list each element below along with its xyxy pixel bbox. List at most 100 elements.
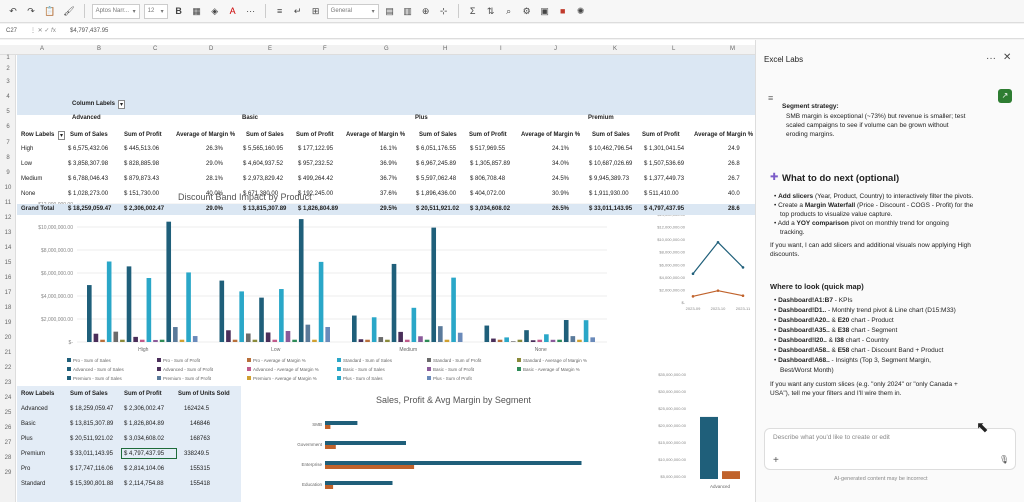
table-cell[interactable]: $ 33,011,143.95 bbox=[589, 206, 633, 212]
table-cell[interactable]: 16.1% bbox=[380, 146, 398, 152]
product-sales-chart[interactable]: $35,000,000.00 $30,000,000.00 $25,000,000.… bbox=[638, 370, 755, 490]
table-cell[interactable]: 26.3% bbox=[206, 146, 224, 152]
row-header[interactable]: 7 bbox=[6, 140, 10, 146]
row-header[interactable]: 24 bbox=[4, 395, 12, 401]
column-header[interactable]: F bbox=[323, 46, 327, 52]
microphone-icon[interactable]: 🎙 bbox=[999, 455, 1010, 464]
table-cell[interactable]: 28.1% bbox=[206, 176, 224, 182]
table-cell[interactable]: 26.5% bbox=[552, 206, 570, 212]
column-header[interactable]: I bbox=[500, 46, 502, 52]
segment-chart[interactable]: SMB Government Enterprise Education bbox=[280, 415, 605, 502]
row-header[interactable]: 11 bbox=[4, 200, 12, 206]
monthly-trend-chart[interactable]: $14,000,000.00$12,000,000.00$10,000,000.… bbox=[638, 208, 755, 320]
format-table-icon[interactable]: ▥ bbox=[403, 5, 412, 16]
name-box[interactable]: C27 bbox=[6, 28, 18, 34]
add-icon[interactable]: + bbox=[773, 455, 779, 466]
discount-band-chart[interactable]: $12,000,000.00$10,000,000.00$8,000,000.0… bbox=[17, 200, 613, 400]
table-cell[interactable]: $ 18,259,059.47 bbox=[68, 206, 112, 212]
table-cell[interactable]: 29.0% bbox=[206, 161, 224, 167]
autosum-icon[interactable]: Σ bbox=[469, 6, 476, 16]
row-header[interactable]: 13 bbox=[4, 230, 12, 236]
more-options-icon[interactable]: ··· bbox=[986, 53, 996, 64]
column-header[interactable]: A bbox=[40, 46, 45, 52]
row-header[interactable]: 23 bbox=[4, 380, 12, 386]
column-header[interactable]: B bbox=[97, 46, 102, 52]
table-cell[interactable]: $ 4,797,437.95 bbox=[124, 451, 165, 457]
table-cell[interactable]: $ 2,814,104.06 bbox=[124, 466, 165, 472]
menu-icon[interactable]: ≡ bbox=[768, 93, 774, 103]
table-cell[interactable]: $ 18,259,059.47 bbox=[70, 406, 114, 412]
table-cell[interactable]: 24.5% bbox=[552, 176, 570, 182]
table-cell[interactable]: $ 2,306,002.47 bbox=[124, 406, 165, 412]
close-icon[interactable]: ✕ bbox=[1003, 52, 1012, 63]
table-cell[interactable]: 26.7 bbox=[728, 176, 740, 182]
table-cell[interactable]: $ 20,511,921.02 bbox=[416, 206, 460, 212]
row-header[interactable]: 8 bbox=[6, 155, 10, 161]
row-header[interactable]: 26 bbox=[4, 425, 12, 431]
table-cell[interactable]: $ 4,604,937.52 bbox=[243, 161, 284, 167]
table-cell[interactable]: $ 17,747,116.06 bbox=[70, 466, 113, 472]
sort-filter-icon[interactable]: ⇅ bbox=[486, 5, 495, 16]
font-name-dropdown[interactable]: Aptos Narr... ▾ bbox=[91, 3, 140, 19]
table-cell[interactable]: 26.8 bbox=[728, 161, 740, 167]
table-cell[interactable]: $ 33,011,143.95 bbox=[70, 451, 113, 457]
row-header[interactable]: 19 bbox=[4, 320, 12, 326]
row-header[interactable]: 25 bbox=[4, 410, 12, 416]
table-cell[interactable]: 146846 bbox=[190, 421, 211, 427]
filter-dropdown-icon[interactable]: ▾ bbox=[118, 100, 126, 109]
column-labels-header[interactable]: Column Labels bbox=[72, 101, 116, 107]
table-cell[interactable]: 29.5% bbox=[380, 206, 398, 212]
table-cell[interactable]: $ 1,896,436.00 bbox=[416, 191, 457, 197]
table-cell[interactable]: $ 445,513.06 bbox=[124, 146, 160, 152]
bold-icon[interactable]: B bbox=[175, 6, 182, 16]
table-cell[interactable]: $ 3,034,608.02 bbox=[124, 436, 165, 442]
insert-icon[interactable]: ⊕ bbox=[421, 5, 430, 16]
table-cell[interactable]: $ 2,114,754.88 bbox=[124, 481, 164, 487]
row-header[interactable]: 27 bbox=[4, 440, 12, 446]
table-cell[interactable]: 40.0 bbox=[728, 191, 740, 197]
font-size-dropdown[interactable]: 12 ▾ bbox=[143, 3, 168, 19]
table-cell[interactable]: $ 4,797,437.95 bbox=[644, 206, 685, 212]
row-header[interactable]: 6 bbox=[6, 124, 10, 130]
fill-color-icon[interactable]: ◈ bbox=[211, 5, 219, 16]
cells-icon[interactable]: ⊹ bbox=[439, 5, 448, 16]
table-cell[interactable]: $ 151,730.00 bbox=[124, 191, 160, 197]
table-cell[interactable]: $ 5,597,062.48 bbox=[416, 176, 457, 182]
table-cell[interactable]: $ 1,028,273.00 bbox=[68, 191, 109, 197]
row-header[interactable]: 20 bbox=[4, 335, 12, 341]
row-header[interactable]: 28 bbox=[4, 455, 12, 461]
wrap-text-icon[interactable]: ↵ bbox=[293, 5, 302, 16]
table-cell[interactable]: 36.7% bbox=[380, 176, 398, 182]
column-header[interactable]: K bbox=[613, 46, 618, 52]
row-header[interactable]: 4 bbox=[6, 94, 10, 100]
row-header[interactable]: 22 bbox=[4, 365, 12, 371]
table-cell[interactable]: $ 177,122.95 bbox=[298, 146, 334, 152]
row-header[interactable]: 21 bbox=[4, 350, 12, 356]
table-cell[interactable]: $ 1,507,536.69 bbox=[644, 161, 685, 167]
column-header[interactable]: L bbox=[672, 46, 676, 52]
row-header[interactable]: 12 bbox=[4, 215, 12, 221]
table-cell[interactable]: $ 404,072.00 bbox=[470, 191, 506, 197]
table-cell[interactable]: 155315 bbox=[190, 466, 211, 472]
table-cell[interactable]: $ 1,301,041.54 bbox=[644, 146, 685, 152]
undo-icon[interactable]: ↶ bbox=[9, 5, 17, 16]
column-header[interactable]: H bbox=[443, 46, 448, 52]
format-painter-icon[interactable]: 🖌 bbox=[63, 5, 75, 16]
column-header[interactable]: J bbox=[554, 46, 557, 52]
row-header[interactable]: 14 bbox=[4, 245, 12, 251]
table-cell[interactable]: $ 6,051,176.55 bbox=[416, 146, 457, 152]
table-cell[interactable]: $ 10,462,796.54 bbox=[589, 146, 633, 152]
table-cell[interactable]: 37.6% bbox=[380, 191, 398, 197]
table-cell[interactable]: $ 13,815,307.89 bbox=[70, 421, 114, 427]
table-cell[interactable]: $ 6,788,046.43 bbox=[68, 176, 109, 182]
row-header[interactable]: 10 bbox=[4, 185, 12, 191]
table-cell[interactable]: 36.9% bbox=[380, 161, 398, 167]
row-header[interactable]: 3 bbox=[6, 79, 10, 85]
row-header[interactable]: 9 bbox=[6, 170, 10, 176]
redo-icon[interactable]: ↷ bbox=[27, 5, 35, 16]
row-label[interactable]: Low bbox=[21, 161, 33, 167]
borders-icon[interactable]: ▦ bbox=[192, 5, 201, 16]
table-cell[interactable]: $ 1,305,857.89 bbox=[470, 161, 511, 167]
filter-dropdown-icon[interactable]: ▾ bbox=[58, 131, 66, 140]
